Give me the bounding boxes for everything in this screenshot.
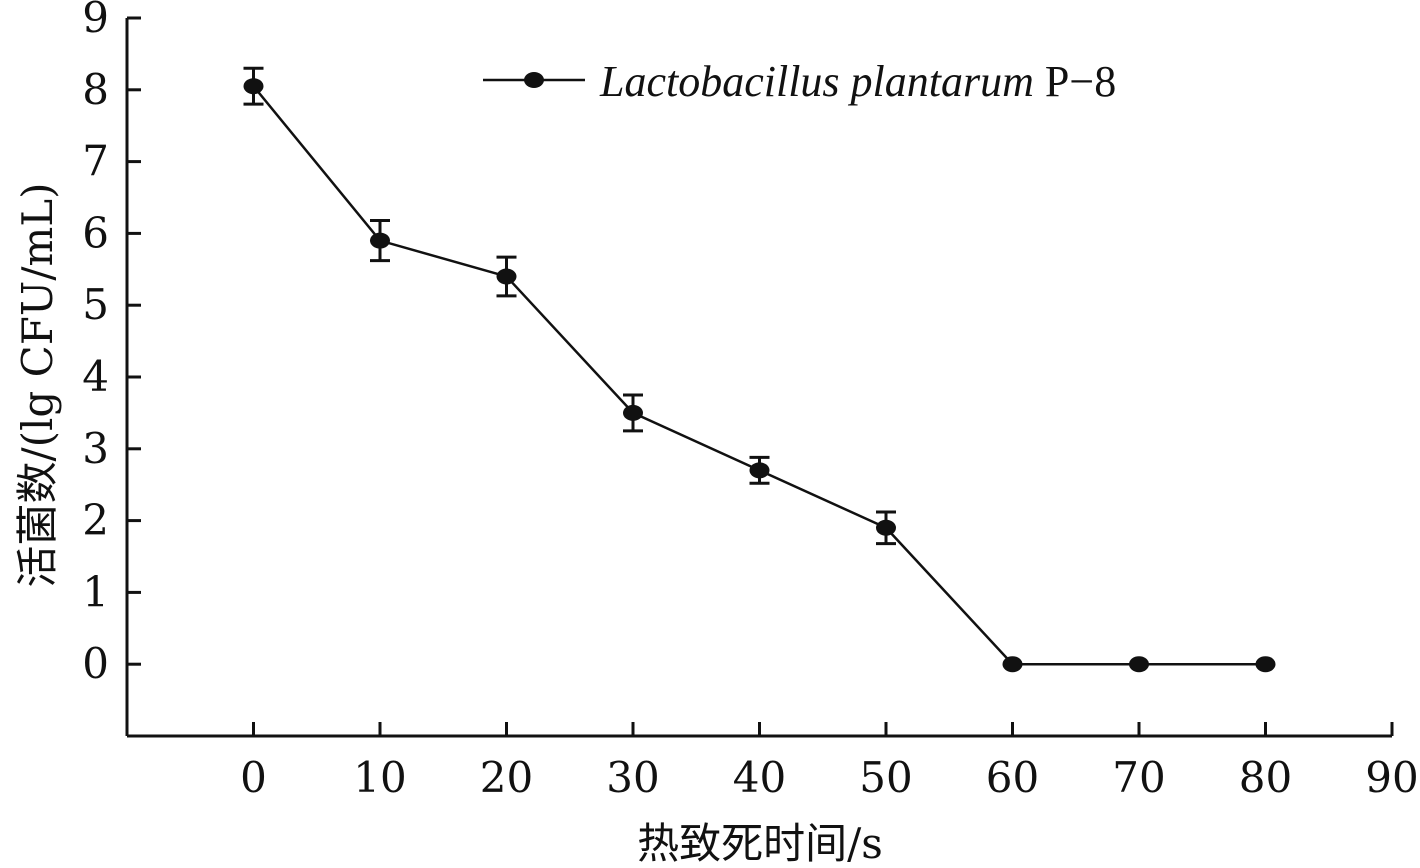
- axes: [125, 18, 1392, 738]
- y-tick-label: 1: [82, 567, 109, 616]
- x-tick-label: 40: [733, 753, 786, 802]
- y-axis-ticks: 0 1 2 3 4 5 6 7 8 9: [82, 0, 141, 688]
- y-tick-label: 4: [82, 352, 109, 401]
- data-point: [1255, 656, 1276, 673]
- legend-label: Lactobacillus plantarum P−8: [599, 57, 1116, 106]
- x-tick-label: 0: [240, 753, 267, 802]
- data-point: [876, 519, 896, 536]
- x-axis-ticks: 0 10 20 30 40 50 60 70 80 90: [240, 722, 1419, 802]
- series-line: [252, 85, 1266, 666]
- series-layer: [243, 66, 1276, 673]
- data-point: [496, 268, 517, 285]
- data-point: [623, 404, 643, 421]
- x-tick-label: 20: [480, 753, 533, 802]
- data-point: [749, 462, 770, 479]
- x-tick-label: 50: [859, 753, 912, 802]
- x-tick-label: 30: [606, 753, 659, 802]
- x-tick-label: 70: [1112, 753, 1165, 802]
- x-axis-title: 热致死时间/s: [637, 819, 883, 868]
- y-tick-label: 6: [82, 208, 109, 257]
- legend-marker: [524, 72, 544, 88]
- y-tick-label: 9: [82, 0, 109, 42]
- y-tick-label: 2: [82, 496, 109, 545]
- x-tick-label: 10: [353, 753, 406, 802]
- y-tick-label: 8: [82, 65, 109, 114]
- x-tick-label: 80: [1239, 753, 1292, 802]
- y-axis-title: 活菌数/(lg CFU/mL): [13, 182, 62, 587]
- y-tick-label: 3: [82, 424, 109, 473]
- data-point: [1002, 656, 1023, 673]
- legend: Lactobacillus plantarum P−8: [483, 57, 1116, 106]
- y-tick-label: 7: [82, 137, 109, 186]
- legend-label-strain: P−8: [1034, 57, 1116, 106]
- data-point: [370, 232, 390, 249]
- legend-label-species: Lactobacillus plantarum: [599, 57, 1034, 106]
- data-point: [243, 78, 264, 95]
- y-tick-label: 5: [82, 280, 109, 329]
- y-tick-label: 0: [82, 639, 109, 688]
- x-tick-label: 90: [1365, 753, 1418, 802]
- x-tick-label: 60: [986, 753, 1039, 802]
- data-point: [1129, 656, 1149, 673]
